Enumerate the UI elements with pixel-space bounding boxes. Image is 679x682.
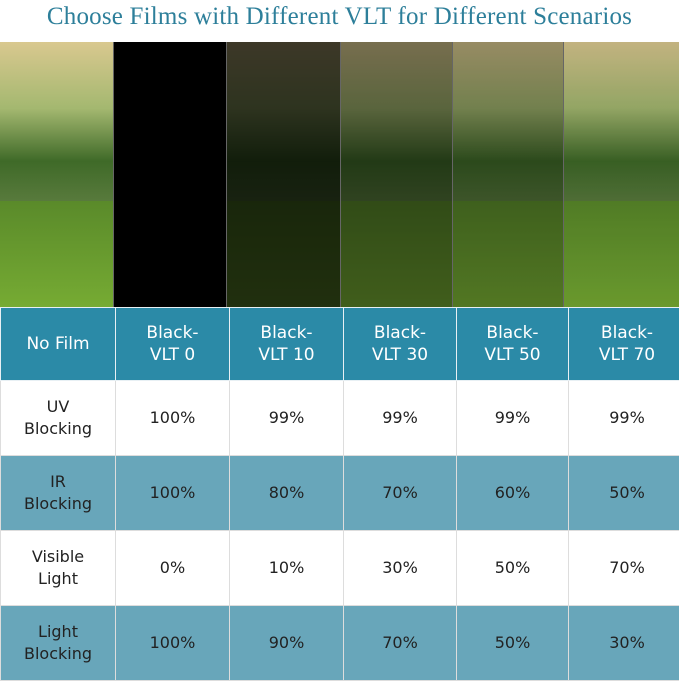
value-cell: 70% bbox=[568, 530, 679, 606]
value-cell: 30% bbox=[343, 530, 457, 606]
value-cell: 90% bbox=[229, 605, 344, 681]
value-cell: 50% bbox=[456, 605, 569, 681]
photo-panel-0 bbox=[0, 42, 115, 307]
value-cell: 30% bbox=[568, 605, 679, 681]
value-cell: 70% bbox=[343, 455, 457, 531]
photo-panel-2 bbox=[227, 42, 341, 307]
column-header: Black- VLT 0 bbox=[115, 307, 230, 381]
column-header: Black- VLT 70 bbox=[568, 307, 679, 381]
vlt-comparison-table: No Film Black- VLT 0 Black- VLT 10 Black- VLT … bbox=[0, 307, 679, 681]
column-header: Black- VLT 30 bbox=[343, 307, 457, 381]
photo-panel-3 bbox=[340, 42, 453, 307]
header-row: No Film Black- VLT 0 Black- VLT 10 Black- VLT … bbox=[0, 307, 679, 381]
value-cell: 100% bbox=[115, 380, 230, 456]
column-header: No Film bbox=[0, 307, 116, 381]
value-cell: 50% bbox=[568, 455, 679, 531]
row-label: Light Blocking bbox=[0, 605, 116, 681]
table-row: Visible Light 0% 10% 30% 50% 70% bbox=[0, 530, 679, 606]
film-tint bbox=[452, 42, 563, 307]
value-cell: 50% bbox=[456, 530, 569, 606]
value-cell: 99% bbox=[568, 380, 679, 456]
value-cell: 10% bbox=[229, 530, 344, 606]
garden-scene bbox=[452, 42, 563, 307]
film-tint bbox=[0, 42, 113, 307]
table-row: Light Blocking 100% 90% 70% 50% 30% bbox=[0, 605, 679, 681]
value-cell: 60% bbox=[456, 455, 569, 531]
row-label: IR Blocking bbox=[0, 455, 116, 531]
table-row: UV Blocking 100% 99% 99% 99% 99% bbox=[0, 380, 679, 456]
garden-scene bbox=[0, 42, 114, 307]
table-row: IR Blocking 100% 80% 70% 60% 50% bbox=[0, 455, 679, 531]
value-cell: 100% bbox=[115, 455, 230, 531]
film-tint bbox=[114, 42, 227, 307]
row-label: Visible Light bbox=[0, 530, 116, 606]
page-title: Choose Films with Different VLT for Diff… bbox=[46, 3, 633, 30]
film-tint bbox=[227, 42, 340, 307]
value-cell: 99% bbox=[343, 380, 457, 456]
value-cell: 80% bbox=[229, 455, 344, 531]
photo-panel-5 bbox=[563, 42, 679, 307]
photo-panel-4 bbox=[452, 42, 564, 307]
scenario-photo-strip bbox=[0, 42, 679, 307]
garden-scene bbox=[563, 42, 679, 307]
film-tint bbox=[340, 42, 452, 307]
value-cell: 100% bbox=[115, 605, 230, 681]
garden-scene bbox=[340, 42, 452, 307]
value-cell: 0% bbox=[115, 530, 230, 606]
value-cell: 99% bbox=[456, 380, 569, 456]
photo-panel-1 bbox=[114, 42, 228, 307]
column-header: Black- VLT 10 bbox=[229, 307, 344, 381]
value-cell: 99% bbox=[229, 380, 344, 456]
row-label: UV Blocking bbox=[0, 380, 116, 456]
column-header: Black- VLT 50 bbox=[456, 307, 569, 381]
film-tint bbox=[563, 42, 679, 307]
value-cell: 70% bbox=[343, 605, 457, 681]
